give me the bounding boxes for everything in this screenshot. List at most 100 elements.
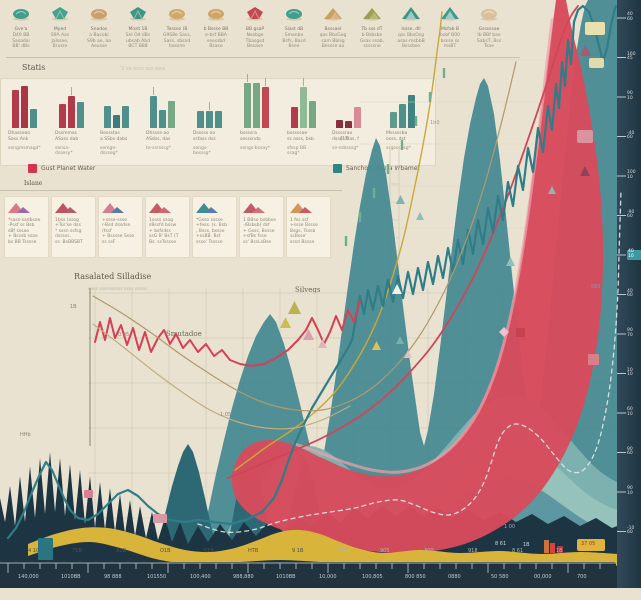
bar-group-sublabel: sengs-besssg* xyxy=(193,146,211,156)
bar xyxy=(67,96,75,128)
top-icon-line: Aeusse xyxy=(90,44,108,49)
bar-column xyxy=(252,83,260,128)
bottom-margin-strip xyxy=(0,588,641,600)
mini-chart-title: Rasalated Silladise xyxy=(74,272,152,281)
top-icon-line: Nesbge xyxy=(246,33,264,38)
bar-group: Bessstas a SSbs dabs semge-dssseg* xyxy=(100,82,132,156)
bar xyxy=(344,121,352,128)
top-icon-line: Smanbe xyxy=(284,33,304,38)
marker-triangle xyxy=(396,336,404,344)
marker-triangle xyxy=(396,195,405,204)
top-icon-line: Brusre xyxy=(52,44,68,49)
card-line: +ssse-ssse xyxy=(102,218,127,223)
legend-swatch-teal-icon xyxy=(333,164,342,173)
bar-group-sublabel: semge-dssseg* xyxy=(100,146,118,156)
top-icon-line: BCT B88 xyxy=(128,44,148,49)
bar-group-label: ssfass dss xyxy=(193,136,216,142)
bar xyxy=(11,90,19,128)
card-line: + Gsss, Bssse xyxy=(243,228,275,234)
card-line: 1 fss ssf xyxy=(290,218,309,223)
top-icon-line: seessbd xyxy=(206,38,226,44)
card-line: ssBsse' xyxy=(290,234,307,240)
card-line: -/Bsbsb) dsf xyxy=(243,223,270,229)
card-line: bs BB Tsssse xyxy=(8,239,37,245)
marker-triangle xyxy=(392,284,402,294)
top-icon-line: sam Bblsg xyxy=(321,38,345,44)
bar-column xyxy=(58,104,66,128)
top-icon-line: bsbf B00 xyxy=(440,33,460,38)
error-whisker xyxy=(70,87,72,95)
bar-group: Msssssba osss, dst ssgsssbsg* xyxy=(386,82,418,151)
bar-group: Dssmmas ASass dab sensa-dssesy* xyxy=(55,82,87,156)
bar xyxy=(353,107,361,128)
area-layer-yellow-ribbon xyxy=(28,527,641,567)
bar xyxy=(20,86,28,128)
bar-group-label: Dsssss oo xyxy=(193,131,216,136)
top-icon-title: Myed xyxy=(53,27,67,32)
bar-group-sublabel: sengmsmagd* xyxy=(8,146,41,151)
top-icon-title: Tb sss dT xyxy=(361,27,383,32)
bar-group-label: dssds Bas, f xyxy=(332,136,359,142)
bar-cluster xyxy=(287,78,319,128)
stat-cards-row: *sass-sadbsae -Pssf ss Bsb sBf sssae + Bsss… xyxy=(0,196,342,264)
top-icon-title: Bsssael xyxy=(324,27,342,32)
tri-icon xyxy=(441,7,459,21)
mini-chart-subrow: sass ssssssssss ssss sssss xyxy=(88,287,147,292)
top-icon-line: S9b ae, aa xyxy=(87,38,111,44)
card-line: +fess. (s. Bsb xyxy=(196,223,227,229)
bar xyxy=(335,120,343,128)
card-line: dsssss. xyxy=(55,234,72,240)
marker-triangle xyxy=(404,350,412,358)
bar-column xyxy=(290,107,298,128)
bar xyxy=(407,95,415,128)
stats-faint-row: '1 sa ssss sss ssss xyxy=(120,66,166,72)
error-whisker xyxy=(208,102,210,110)
shell-icon xyxy=(208,9,224,21)
shell-icon xyxy=(169,9,185,21)
card-line: ss ssF xyxy=(102,239,116,245)
top-icon-line: Ib BBf bae xyxy=(477,33,501,38)
bar xyxy=(58,104,66,128)
top-icon-line: Tbasgsd xyxy=(245,38,265,44)
mountain-icon xyxy=(243,203,265,213)
bar-column xyxy=(243,74,251,128)
top-divider xyxy=(6,57,520,58)
card-line: ssG B' BsT (T xyxy=(149,234,179,240)
top-icon-line: Bsee xyxy=(288,44,300,49)
bar xyxy=(214,111,222,128)
top-icon-line: Bsssbse xyxy=(401,44,421,49)
top-icon-line: SabsT, Bss xyxy=(476,38,502,44)
card-line: 1bss (ssog xyxy=(55,218,79,223)
card-line: ssse' Tsssse xyxy=(196,239,223,245)
bar-column xyxy=(299,78,307,128)
marker-box xyxy=(577,539,605,551)
bar xyxy=(308,101,316,128)
bar-column xyxy=(112,115,120,128)
legend-item-red: Gust Planet Water xyxy=(28,164,95,173)
bar-group-label: Sass Ank xyxy=(8,136,29,142)
bar xyxy=(29,109,37,128)
card-line: + Bsssb ssae xyxy=(8,234,38,240)
bar-column xyxy=(76,102,84,128)
stat-card: 1bss (ssog +Tss'se dss * sssn ssfsg dsssss.… xyxy=(51,196,96,258)
marker-triangle xyxy=(372,341,381,350)
top-icon-line: BB' dBs xyxy=(12,44,30,49)
top-icon-line: D49 BB xyxy=(12,33,30,38)
bar-column xyxy=(205,102,213,128)
top-icon-item: Gsssssae Ib BBf bae SabsT, Bss Tsae xyxy=(470,6,508,50)
shell-icon xyxy=(91,9,107,21)
card-line: * sssn ssfsg xyxy=(55,228,82,234)
card-line: sssd Bssse xyxy=(290,239,315,245)
bar-cluster xyxy=(8,82,40,128)
card-line: , Bsss, bssse xyxy=(196,228,225,234)
mountain-icon xyxy=(290,203,312,213)
bar-column xyxy=(67,87,75,128)
stat-card: +ssse-ssse r-Bsd dssdse (fssf + Bsssse Ssse… xyxy=(98,196,143,258)
bar xyxy=(290,107,298,128)
top-icon-line: Besase xyxy=(246,44,264,49)
top-icon-line: e-bsf BBA xyxy=(205,33,227,38)
marker-triangle xyxy=(580,166,590,176)
bar-group-label: Dssmmas xyxy=(55,131,78,136)
bar-group-label: ASass dab xyxy=(55,136,79,142)
